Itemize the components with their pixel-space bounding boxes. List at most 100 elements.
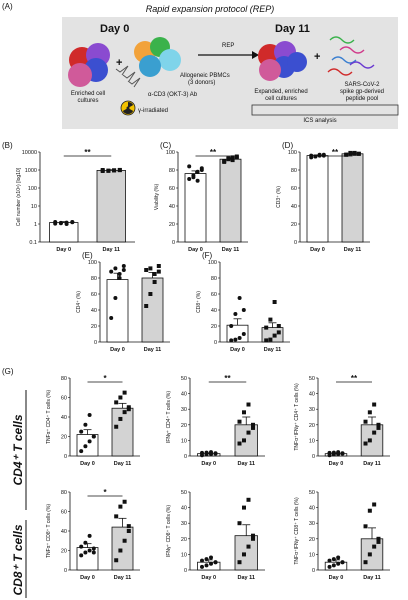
chart-f-point bbox=[237, 296, 242, 300]
chart-e-bar-0 bbox=[106, 279, 129, 343]
chart-e-tick-label: 60 bbox=[91, 292, 97, 298]
chart-b-sig-label: ** bbox=[84, 148, 91, 157]
chart-e-point bbox=[109, 269, 114, 274]
radiation-icon bbox=[120, 100, 136, 116]
chart-g5-point bbox=[246, 497, 251, 502]
chart-b-point bbox=[70, 219, 75, 224]
okt3-label: α-CD3 (OKT-3) Ab bbox=[148, 92, 198, 98]
chart-g1-tick-label: 0 bbox=[64, 454, 67, 460]
chart-g5-point bbox=[242, 552, 246, 557]
chart-b-point bbox=[112, 168, 117, 173]
chart-g4-point bbox=[91, 546, 96, 551]
chart-g4-point bbox=[87, 548, 92, 553]
chart-g3-tick-label: 50 bbox=[309, 376, 315, 382]
chart-g5-ylabel: IFNγ⁺ CD8⁺ T cells (%) bbox=[166, 505, 172, 557]
chart-g5-point bbox=[237, 521, 242, 526]
chart-f-tick-label: 0 bbox=[214, 340, 217, 346]
chart-g4-bar-1 bbox=[111, 526, 134, 571]
chart-g5-point bbox=[251, 533, 255, 538]
chart-e-point bbox=[117, 272, 122, 276]
chart-g4-point bbox=[83, 550, 88, 555]
chart-c-sig-label: ** bbox=[210, 148, 217, 157]
chart-c-point bbox=[191, 173, 196, 178]
panel-a-label: (A) bbox=[2, 2, 13, 11]
chart-e-point bbox=[144, 304, 149, 308]
chart-e-point bbox=[113, 296, 118, 300]
chart-g2-point bbox=[242, 410, 246, 415]
chart-e-point bbox=[148, 266, 153, 271]
chart-g2-point bbox=[246, 402, 251, 407]
chart-g5-tick-label: 20 bbox=[181, 537, 187, 543]
chart-f-point bbox=[233, 337, 238, 342]
chart-f-tick-label: 40 bbox=[211, 308, 217, 314]
chart-b-point bbox=[100, 168, 105, 172]
chart-c-tick-label: 40 bbox=[169, 204, 175, 210]
chart-e-point bbox=[148, 292, 153, 296]
chart-g3-category-1: Day 11 bbox=[363, 461, 380, 467]
chart-g3-point bbox=[336, 450, 341, 455]
chart-g4-point bbox=[114, 514, 119, 519]
chart-b-tick-label: 1 bbox=[34, 222, 37, 228]
chart-g1-point bbox=[126, 407, 131, 412]
chart-f-point bbox=[233, 312, 238, 316]
chart-g4-sig-label: * bbox=[103, 488, 107, 497]
chart-g6-category-0: Day 0 bbox=[329, 575, 344, 581]
chart-c-bar-1 bbox=[219, 158, 242, 243]
chart-b-point bbox=[64, 222, 69, 226]
chart-b-tick-label: 10 bbox=[31, 204, 37, 210]
chart-e-point bbox=[152, 280, 157, 284]
chart-g1-tick-label: 20 bbox=[61, 435, 67, 441]
chart-g1-point bbox=[83, 422, 88, 427]
chart-g6-point bbox=[363, 560, 368, 565]
day0-label: Day 0 bbox=[100, 23, 129, 35]
chart-g4-ylabel: TNFα⁺ CD8⁺ T cells (%) bbox=[46, 504, 52, 558]
chart-c-point bbox=[187, 177, 192, 181]
chart-c-tick-label: 100 bbox=[166, 150, 175, 156]
panel-d-label: (D) bbox=[282, 141, 293, 150]
chart-g5-point bbox=[251, 536, 255, 541]
expanded-cells-icon bbox=[258, 41, 307, 81]
chart-c-tick-label: 80 bbox=[169, 168, 175, 174]
plus-sign-2: + bbox=[314, 51, 320, 63]
chart-c-point bbox=[230, 155, 235, 160]
chart-g3-point bbox=[327, 450, 332, 455]
chart-b-bar-1 bbox=[96, 170, 126, 243]
chart-g6-point bbox=[331, 557, 336, 562]
chart-e-tick-label: 0 bbox=[94, 340, 97, 346]
chart-g2-category-1: Day 11 bbox=[238, 461, 255, 467]
chart-g3-point bbox=[372, 402, 377, 407]
chart-g1-sig-label: * bbox=[103, 374, 107, 383]
chart-g6-tick-label: 20 bbox=[309, 537, 315, 543]
chart-f-category-0: Day 0 bbox=[230, 347, 245, 353]
chart-c-category-1: Day 11 bbox=[222, 247, 239, 253]
chart-g6-point bbox=[376, 536, 381, 541]
chart-g2-tick-label: 40 bbox=[181, 392, 187, 398]
panel-e-label: (E) bbox=[82, 251, 93, 260]
chart-g5-point bbox=[204, 557, 209, 562]
chart-b-bar-0 bbox=[49, 222, 79, 243]
chart-f-tick-label: 20 bbox=[211, 324, 217, 330]
chart-g2-point bbox=[237, 441, 242, 446]
chart-g3-point bbox=[363, 419, 368, 424]
chart-g5-point bbox=[209, 555, 213, 560]
chart-g3-point bbox=[363, 441, 368, 446]
pbmc-cells-icon bbox=[134, 37, 181, 77]
chart-d-point bbox=[352, 151, 357, 156]
chart-f-point bbox=[241, 332, 246, 336]
chart-f-tick-label: 60 bbox=[211, 292, 217, 298]
chart-e-point bbox=[117, 276, 122, 280]
cd4-group-label: CD4⁺ T cells bbox=[11, 414, 25, 485]
chart-c-point bbox=[234, 155, 239, 160]
chart-g2-point bbox=[242, 438, 246, 443]
chart-d-tick-label: 0 bbox=[294, 240, 297, 246]
chart-g1-category-1: Day 11 bbox=[114, 461, 131, 467]
chart-g6-point bbox=[376, 539, 381, 544]
chart-f-point bbox=[229, 338, 234, 343]
chart-g3-tick-label: 20 bbox=[309, 423, 315, 429]
chart-g5-point bbox=[209, 561, 213, 566]
chart-g4-point bbox=[91, 550, 96, 555]
chart-e-point bbox=[109, 316, 114, 320]
chart-g4-point bbox=[79, 544, 84, 549]
chart-g4-point bbox=[87, 533, 92, 538]
chart-b-point bbox=[117, 167, 122, 172]
